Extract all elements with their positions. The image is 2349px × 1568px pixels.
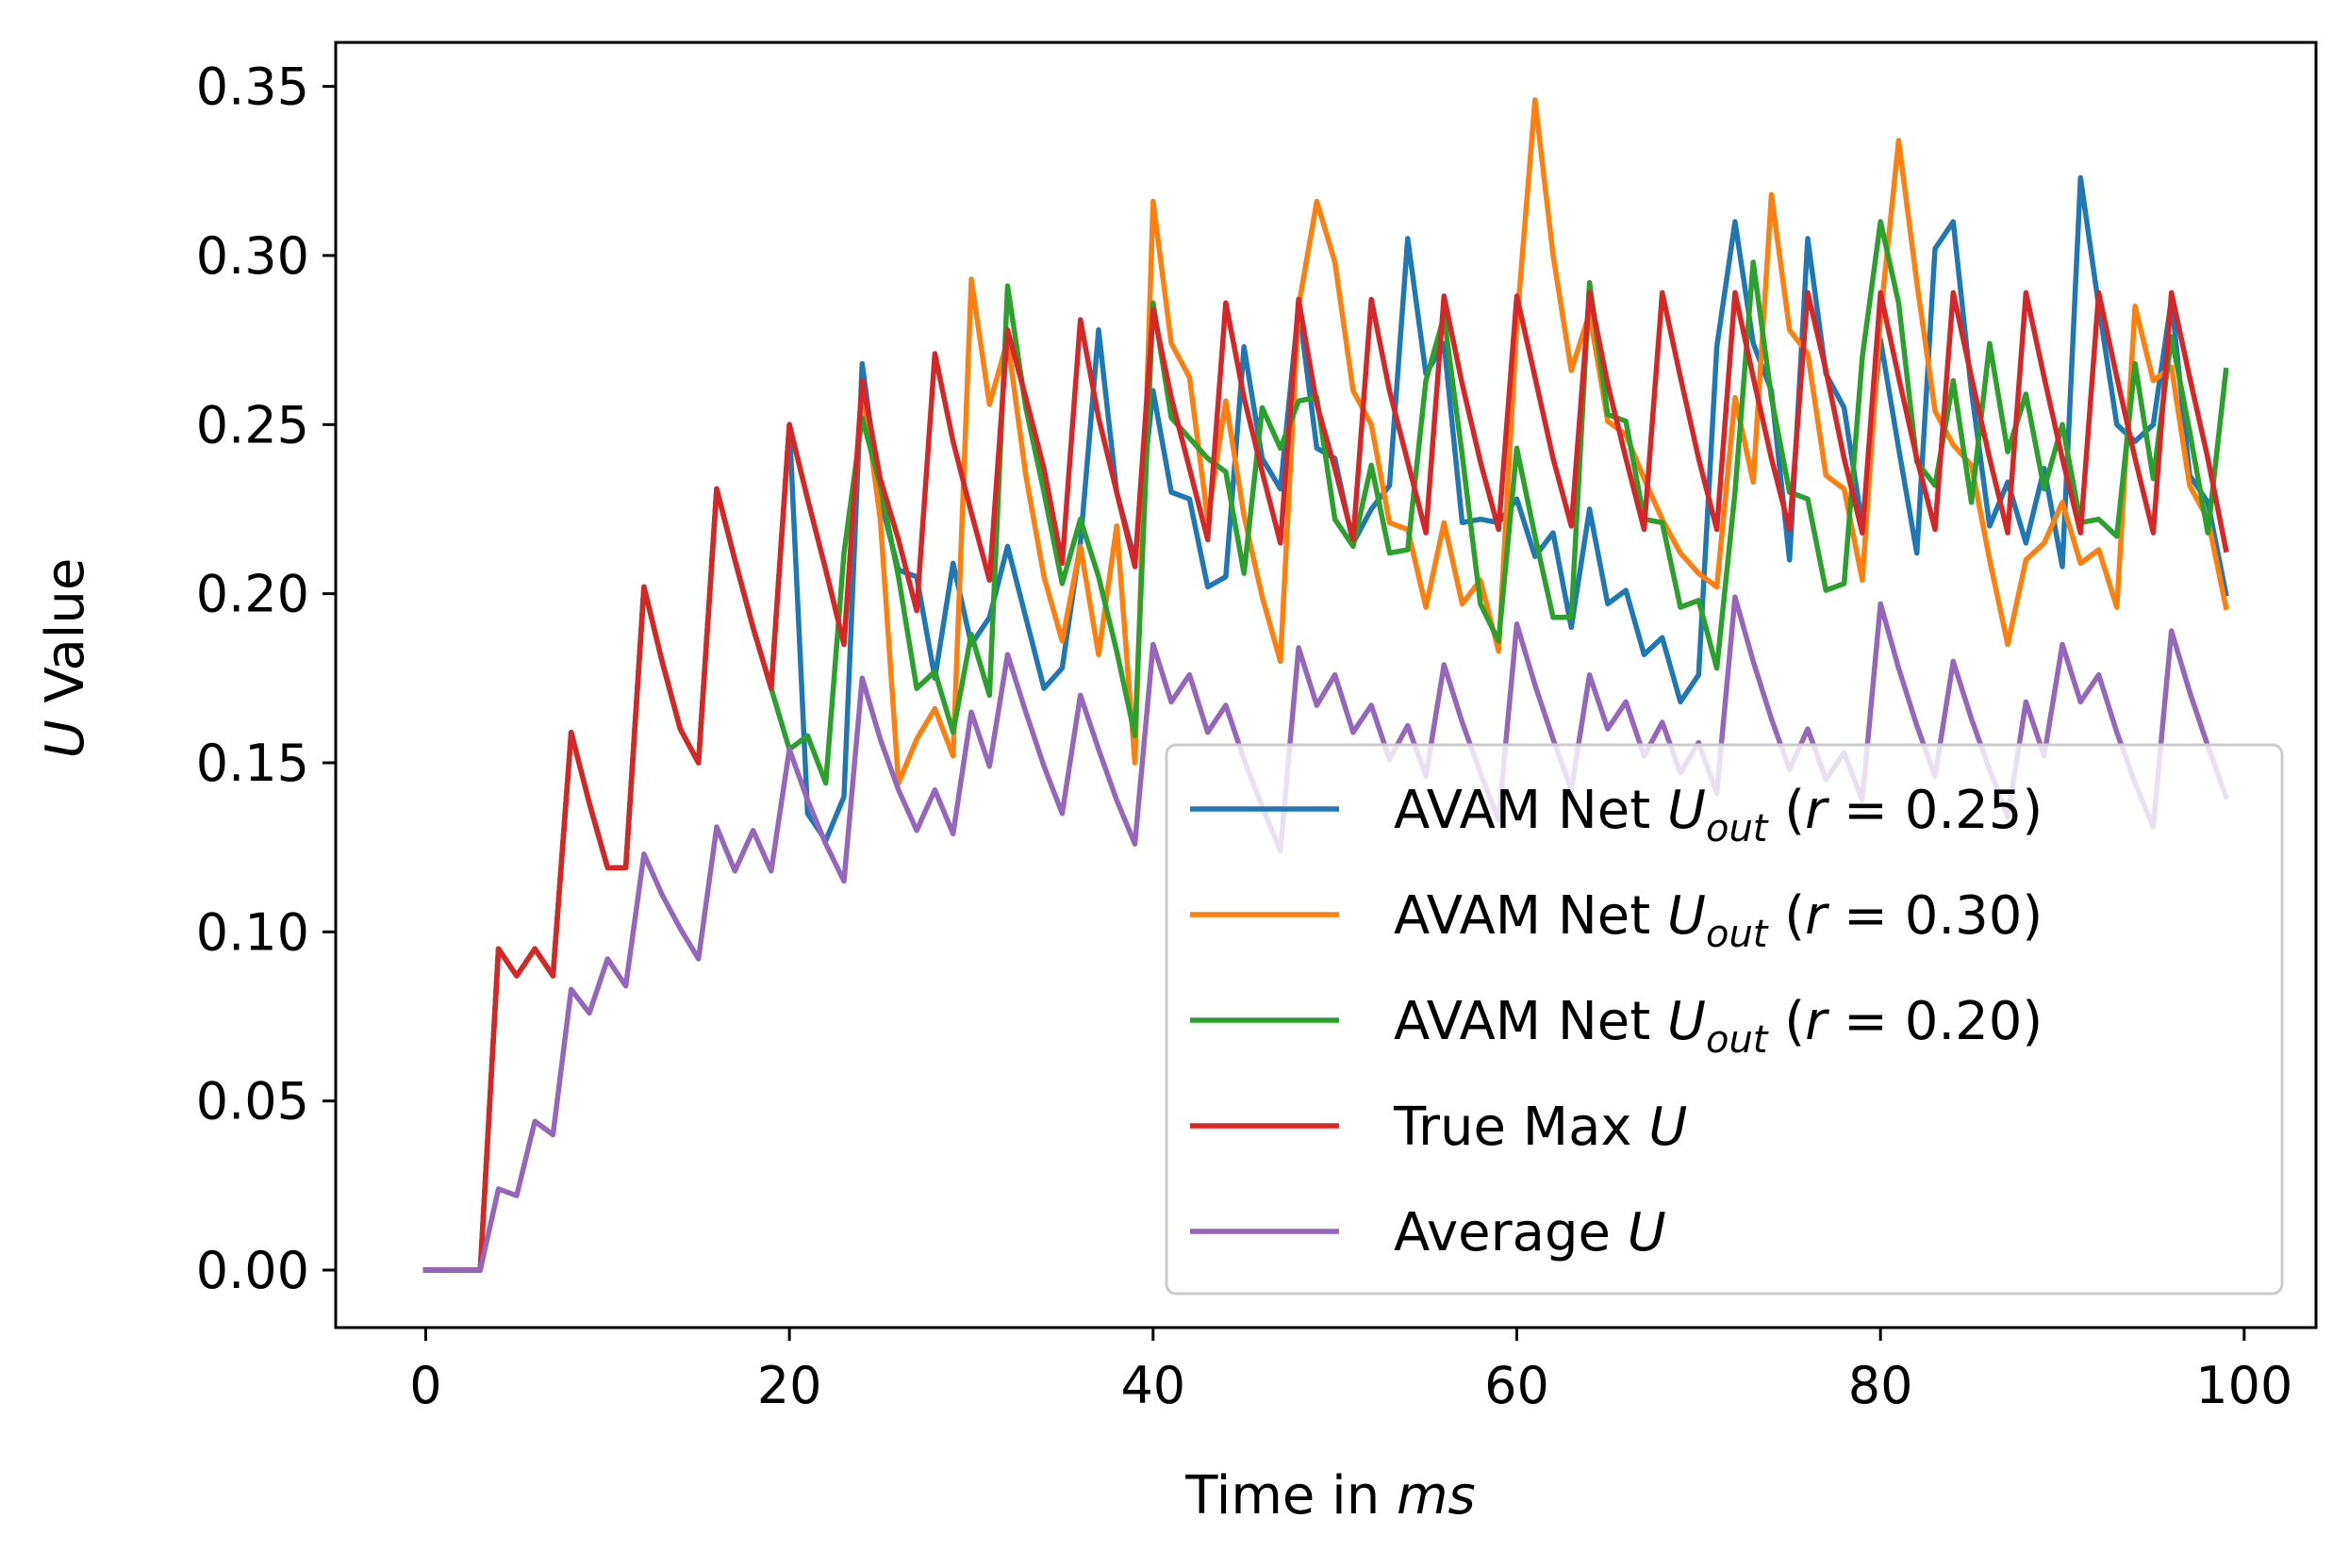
series-line-3 — [422, 289, 2229, 1273]
legend-label-2: AVAM Net Uout (r = 0.20) — [1394, 991, 2043, 1062]
y-tick-label: 0.35 — [196, 58, 309, 117]
y-tick-label: 0.25 — [196, 395, 309, 454]
y-tick-label: 0.10 — [196, 902, 309, 962]
y-tick-label: 0.20 — [196, 565, 309, 624]
x-tick-label: 60 — [1484, 1356, 1549, 1415]
legend-box — [1165, 743, 2284, 1296]
x-tick-label: 100 — [2195, 1356, 2292, 1415]
legend-label-1: AVAM Net Uout (r = 0.30) — [1394, 885, 2043, 956]
y-tick-label: 0.05 — [196, 1072, 309, 1131]
x-tick-label: 0 — [409, 1356, 441, 1415]
y-axis-label: U Value — [35, 558, 96, 759]
x-axis-label: Time in ms — [1184, 1465, 1475, 1527]
x-tick-label: 80 — [1848, 1356, 1913, 1415]
x-tick-label: 40 — [1120, 1356, 1185, 1415]
legend-label-3: True Max U — [1393, 1097, 1687, 1158]
y-axis-label-var: U — [35, 719, 96, 758]
x-axis-label-unit: ms — [1397, 1465, 1476, 1527]
legend: AVAM Net Uout (r = 0.25) AVAM Net Uout (r… — [1165, 743, 2284, 1296]
x-axis-label-prefix: Time in — [1184, 1465, 1397, 1527]
y-tick-label: 0.15 — [196, 734, 309, 793]
axes-layer: 0 20 40 60 80 100 0.00 0.05 0.10 0.15 0.20 0.25 0.30… — [196, 41, 2318, 1415]
plot-frame — [334, 41, 2318, 1329]
y-tick-label: 0.30 — [196, 226, 309, 286]
legend-label-4: Average U — [1394, 1202, 1666, 1263]
x-tick-label: 20 — [757, 1356, 822, 1415]
series-layer — [422, 97, 2230, 1273]
y-tick-label: 0.00 — [196, 1241, 309, 1300]
y-axis-label-suffix: Value — [35, 558, 96, 720]
legend-label-0: AVAM Net Uout (r = 0.25) — [1394, 780, 2043, 850]
